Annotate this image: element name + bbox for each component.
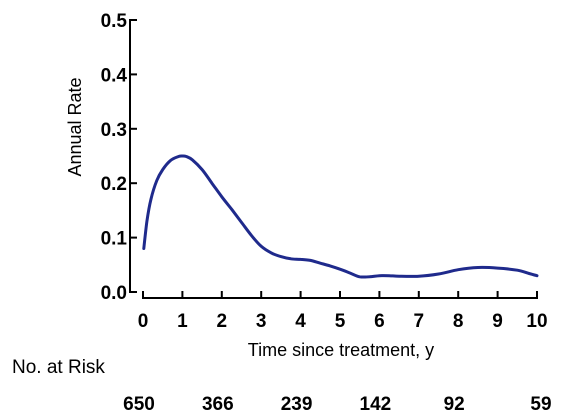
x-axis-title: Time since treatment, y bbox=[248, 340, 434, 360]
x-tick-label: 8 bbox=[453, 311, 464, 332]
x-tick-label: 2 bbox=[217, 311, 228, 332]
y-tick-label: 0.0 bbox=[101, 283, 127, 304]
risk-count: 239 bbox=[280, 394, 313, 415]
risk-count: 142 bbox=[359, 394, 392, 415]
series-layer bbox=[142, 154, 539, 279]
x-tick-label: 0 bbox=[138, 311, 149, 332]
x-tick-label: 9 bbox=[492, 311, 503, 332]
risk-table-heading: No. at Risk bbox=[12, 357, 105, 378]
risk-count: 59 bbox=[530, 394, 552, 415]
x-tick-label: 6 bbox=[374, 311, 385, 332]
y-tick-label: 0.4 bbox=[101, 65, 128, 86]
risk-count: 366 bbox=[201, 394, 234, 415]
x-axis: 0 1 2 3 4 5 6 7 8 9 10 bbox=[138, 291, 548, 332]
y-tick-label: 0.3 bbox=[101, 120, 127, 141]
x-tick-label: 1 bbox=[177, 311, 188, 332]
y-tick-label: 0.2 bbox=[101, 174, 127, 195]
x-tick-label: 5 bbox=[335, 311, 346, 332]
x-tick-label: 10 bbox=[526, 311, 547, 332]
x-tick-label: 4 bbox=[295, 311, 306, 332]
y-tick-label: 0.1 bbox=[101, 229, 128, 250]
y-axis-title: Annual Rate bbox=[65, 77, 85, 176]
y-axis: 0.0 0.1 0.2 0.3 0.4 0.5 bbox=[101, 11, 137, 304]
annual-rate-line bbox=[142, 154, 539, 279]
y-tick-label: 0.5 bbox=[101, 11, 128, 32]
risk-count: 650 bbox=[123, 394, 155, 415]
x-tick-label: 3 bbox=[256, 311, 267, 332]
x-tick-label: 7 bbox=[414, 311, 425, 332]
risk-count: 92 bbox=[443, 394, 465, 415]
